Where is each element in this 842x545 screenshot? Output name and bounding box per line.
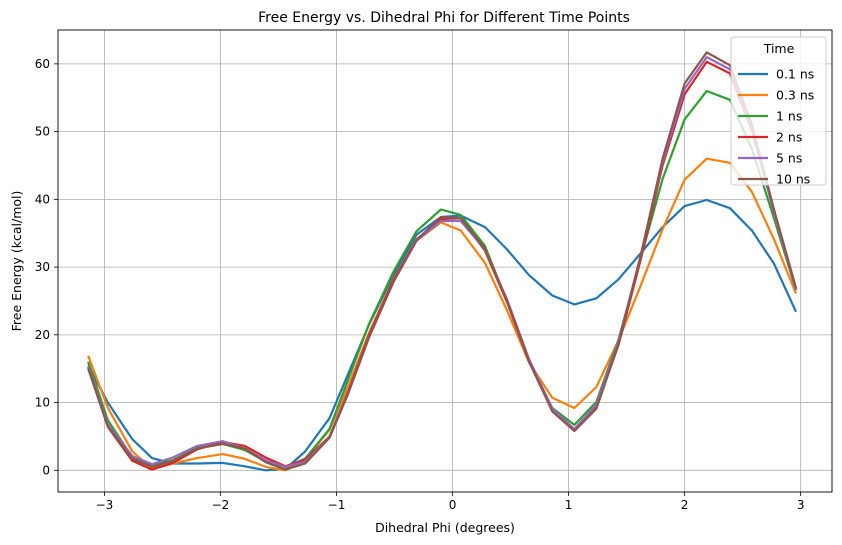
legend-label: 2 ns: [776, 130, 802, 145]
legend: Time 0.1 ns 0.3 ns 1 ns 2 ns 5 ns 10 ns: [730, 36, 827, 187]
legend-label: 5 ns: [776, 151, 802, 166]
x-tick-label: 0: [449, 498, 457, 512]
y-tick-label: 50: [35, 125, 50, 139]
legend-label: 1 ns: [776, 109, 802, 124]
x-tick-label: −3: [96, 498, 114, 512]
legend-label: 0.1 ns: [776, 67, 814, 82]
chart-title: Free Energy vs. Dihedral Phi for Differe…: [258, 10, 630, 26]
legend-label: 0.3 ns: [776, 88, 814, 103]
y-tick-label: 30: [35, 260, 50, 274]
x-tick-label: −1: [328, 498, 346, 512]
series-lines: [87, 51, 798, 472]
x-axis: −3 −2 −1 0 1 2 3: [96, 492, 805, 512]
x-tick-label: 1: [565, 498, 573, 512]
plot-frame: [57, 29, 833, 493]
x-tick-label: 2: [681, 498, 689, 512]
series-line: [87, 56, 798, 468]
x-tick-label: 3: [797, 498, 805, 512]
legend-label: 10 ns: [776, 172, 810, 187]
y-tick-label: 60: [35, 57, 50, 71]
y-tick-label: 0: [42, 463, 50, 477]
y-tick-label: 10: [35, 396, 50, 410]
y-tick-label: 20: [35, 328, 50, 342]
y-tick-label: 40: [35, 192, 50, 206]
y-axis-label: Free Energy (kcal/mol): [9, 191, 24, 332]
series-line: [87, 51, 798, 471]
legend-title: Time: [763, 41, 795, 56]
x-axis-label: Dihedral Phi (degrees): [375, 520, 515, 535]
y-axis: 0 10 20 30 40 50 60: [35, 57, 58, 477]
x-tick-label: −2: [212, 498, 230, 512]
